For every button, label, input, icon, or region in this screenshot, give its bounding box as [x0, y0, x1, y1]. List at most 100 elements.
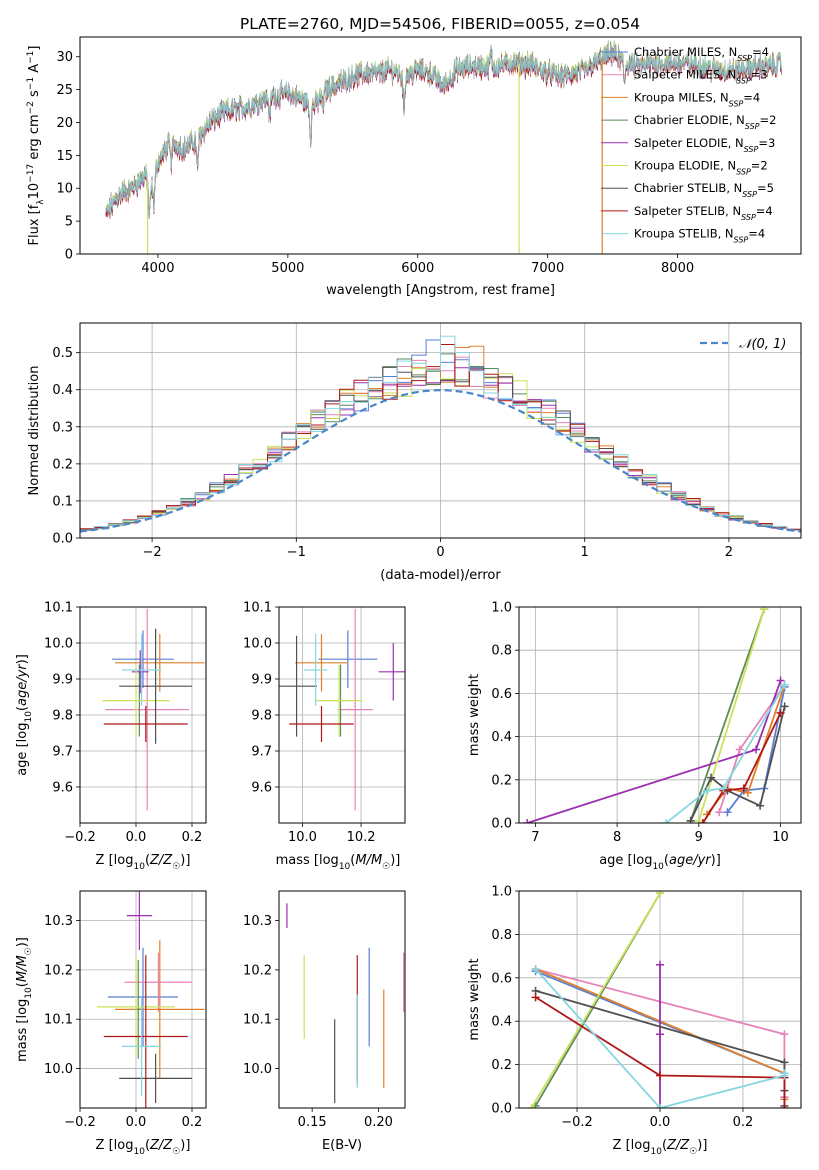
x-tick-label: 0.0: [126, 830, 147, 845]
x-axis-label: age [log10(age/yr)]: [599, 853, 721, 872]
massweight-marker: [743, 788, 752, 797]
y-axis-label: mass [log10(M/M☉)]: [15, 937, 34, 1062]
x-tick-label: 4000: [141, 261, 174, 276]
gaussian-curve: [80, 388, 801, 533]
y-axis-label: mass weight: [467, 958, 482, 1040]
y-tick-label: 9.7: [52, 745, 73, 760]
axes-frame: [518, 606, 802, 824]
y-tick-label: 9.9: [52, 673, 73, 688]
y-axis-label: mass weight: [467, 674, 482, 756]
axes-frame: [79, 606, 207, 824]
y-tick-label: 0.0: [491, 817, 512, 832]
plot-area: [96, 891, 205, 1108]
y-tick-label: 10.3: [243, 914, 272, 929]
massweight-line: [689, 608, 766, 822]
plot-area: [279, 608, 405, 811]
y-tick-label: 0.6: [491, 687, 512, 702]
y-tick-label: 5: [65, 215, 73, 230]
massweight-marker: [656, 1104, 664, 1108]
legend-label: Chabrier ELODIE, NSSP=2: [634, 113, 776, 131]
x-axis-label: (data-model)/error: [380, 568, 501, 583]
x-tick-label: 8000: [661, 261, 694, 276]
massweight-marker: [756, 801, 765, 810]
legend-label: Chabrier STELIB, NSSP=5: [634, 181, 774, 199]
massweight-marker: [531, 965, 540, 974]
legend-label: Salpeter MILES, NSSP=3: [634, 68, 768, 86]
x-axis-label: wavelength [Angstrom, rest frame]: [326, 283, 555, 298]
axes-frame: [278, 606, 406, 824]
y-tick-label: 0.6: [491, 971, 512, 986]
y-tick-label: 0.4: [491, 1015, 512, 1030]
y-tick-label: 10.1: [44, 1013, 73, 1028]
y-tick-label: 10.2: [243, 963, 272, 978]
y-tick-label: 0.5: [52, 346, 73, 361]
y-tick-label: 0: [65, 248, 73, 263]
massweight-line: [526, 680, 782, 823]
y-tick-label: 10.1: [243, 601, 272, 616]
legend-label: Salpeter STELIB, NSSP=4: [634, 204, 773, 222]
massweight-line: [535, 996, 786, 1108]
y-tick-label: 9.8: [251, 709, 272, 724]
figure-title: PLATE=2760, MJD=54506, FIBERID=0055, z=0…: [240, 15, 640, 33]
y-tick-label: 10.2: [44, 963, 73, 978]
x-tick-label: −0.2: [64, 1115, 96, 1130]
massweight-marker: [780, 1030, 789, 1039]
y-tick-label: 10.3: [44, 914, 73, 929]
y-tick-label: 1.0: [491, 601, 512, 616]
x-tick-label: 0.2: [182, 830, 203, 845]
x-tick-label: −1: [287, 545, 306, 560]
y-tick-label: 15: [56, 149, 73, 164]
massweight-line: [665, 684, 786, 823]
x-axis-label: E(B-V): [322, 1138, 362, 1153]
massweight-marker: [780, 1104, 789, 1108]
massweight-marker: [780, 1058, 789, 1067]
axes-frame: [79, 890, 207, 1109]
y-tick-label: 10.1: [243, 1013, 272, 1028]
x-axis-label: Z [log10(Z/Z☉)]: [96, 1138, 191, 1157]
x-tick-label: 1: [581, 545, 589, 560]
massweight-marker: [752, 745, 761, 754]
massweight-marker: [780, 702, 789, 711]
massweight-marker: [776, 676, 785, 685]
massweight-marker: [656, 891, 664, 898]
massweight-marker: [776, 708, 785, 717]
massweight-line: [697, 608, 766, 822]
massweight-line: [530, 892, 661, 1108]
y-tick-label: 30: [56, 50, 73, 65]
spectrum-panel: 4000 5000 6000 7000 8000 0 5 10 15 20 25 30 Chabrier…: [26, 36, 802, 298]
y-tick-label: 10: [56, 182, 73, 197]
x-tick-label: 5000: [271, 261, 304, 276]
massweight-marker: [707, 773, 716, 782]
y-tick-label: 10.0: [44, 637, 73, 652]
massweight-marker: [760, 607, 769, 614]
plot-area: [80, 335, 801, 533]
histogram-series: [80, 335, 801, 533]
legend-label: Kroupa STELIB, NSSP=4: [634, 227, 765, 245]
y-tick-label: 10.0: [243, 637, 272, 652]
y-axis-label: Flux [fλ10−17 erg cm−2 s−1 A−1]: [26, 46, 46, 246]
massweight-marker: [739, 784, 748, 793]
massweight-line: [702, 712, 782, 823]
legend-label: 𝒩(0, 1): [739, 337, 786, 352]
x-axis-label: Z [log10(Z/Z☉)]: [613, 1138, 708, 1157]
massweight-marker: [656, 1071, 664, 1080]
massweight-marker: [715, 808, 724, 817]
y-tick-label: 0.4: [52, 383, 73, 398]
age-vs-metallicity-panel: −0.2 0.0 0.2 9.6 9.7 9.8 9.9 10.0 10.1 Z [log10(Z…: [15, 601, 207, 872]
x-axis-label: Z [log10(Z/Z☉)]: [96, 853, 191, 872]
y-tick-label: 0.2: [52, 457, 73, 472]
x-tick-label: −2: [143, 545, 162, 560]
y-tick-label: 10.1: [44, 601, 73, 616]
plot-area: [286, 903, 405, 1104]
y-tick-label: 25: [56, 83, 73, 98]
legend-label: Chabrier MILES, NSSP=4: [634, 45, 769, 63]
x-tick-label: 6000: [401, 261, 434, 276]
spectrum-model-line: [105, 43, 782, 218]
massweight-vs-metallicity-panel: −0.2 0.0 0.2 0.0 0.2 0.4 0.6 0.8 1.0 Z [log10(Z/Z…: [467, 885, 802, 1157]
y-axis-label: age [log10(age/yr)]: [15, 654, 34, 776]
y-tick-label: 0.2: [491, 1058, 512, 1073]
y-tick-label: 9.8: [52, 709, 73, 724]
y-tick-label: 1.0: [491, 885, 512, 900]
x-tick-label: 0.0: [126, 1115, 147, 1130]
plot-area: [102, 608, 205, 811]
